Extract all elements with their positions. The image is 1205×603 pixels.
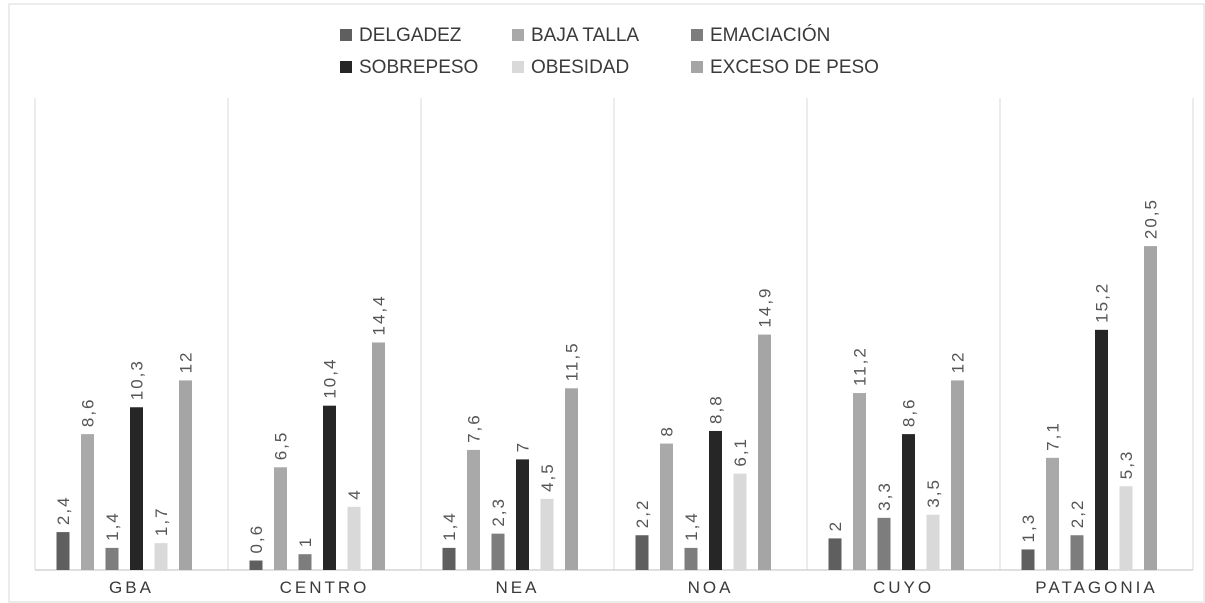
category-label-nea: NEA bbox=[496, 578, 540, 597]
data-label: 10,4 bbox=[321, 358, 340, 399]
category-label-centro: CENTRO bbox=[280, 578, 370, 597]
legend-label-sobrepeso: SOBREPESO bbox=[359, 57, 478, 78]
data-label: 5,3 bbox=[1117, 450, 1136, 480]
data-label: 20,5 bbox=[1142, 198, 1161, 239]
data-label: 8,8 bbox=[707, 394, 726, 424]
data-label: 12 bbox=[949, 350, 968, 373]
legend-swatch-delgadez bbox=[340, 29, 352, 41]
data-label: 12 bbox=[177, 350, 196, 373]
bar-sobrepeso-centro bbox=[323, 405, 336, 570]
bar-emaciaci-n-cuyo bbox=[877, 517, 891, 570]
data-label: 0,6 bbox=[247, 524, 266, 554]
bar-baja-talla-nea bbox=[467, 449, 480, 570]
category-axis: GBA CENTRO NEA NOA CUYO PATAGONIA bbox=[109, 578, 1157, 597]
data-label: 2,4 bbox=[54, 495, 73, 525]
data-label: 2 bbox=[826, 520, 845, 531]
data-label: 1,4 bbox=[682, 511, 701, 541]
data-label: 8,6 bbox=[79, 397, 98, 427]
bar-exceso-de-peso-centro bbox=[372, 342, 385, 570]
bar-delgadez-patagonia bbox=[1021, 549, 1035, 570]
legend-swatch-obesidad bbox=[512, 61, 524, 73]
bar-obesidad-noa bbox=[733, 473, 747, 570]
data-label: 6,5 bbox=[272, 431, 291, 461]
data-label: 1,3 bbox=[1019, 513, 1038, 543]
data-label: 4,5 bbox=[538, 462, 557, 492]
bar-emaciaci-n-patagonia bbox=[1070, 535, 1084, 570]
data-label: 2,3 bbox=[489, 497, 508, 527]
legend-swatch-baja-talla bbox=[512, 29, 524, 41]
data-label: 11,5 bbox=[563, 341, 582, 381]
legend-swatch-emaciaci-n bbox=[691, 29, 703, 41]
data-label: 1,4 bbox=[103, 511, 122, 541]
data-label: 7,6 bbox=[465, 413, 484, 443]
data-label: 2,2 bbox=[633, 499, 652, 529]
legend-label-emaciaci-n: EMACIACIÓN bbox=[710, 24, 830, 46]
data-label: 1 bbox=[296, 536, 315, 547]
data-label: 14,4 bbox=[370, 294, 389, 335]
bar-delgadez-nea bbox=[442, 547, 456, 570]
legend-label-delgadez: DELGADEZ bbox=[359, 25, 462, 46]
bar-baja-talla-noa bbox=[660, 443, 673, 570]
data-label: 2,2 bbox=[1068, 499, 1087, 529]
category-label-cuyo: CUYO bbox=[873, 578, 934, 597]
bar-baja-talla-patagonia bbox=[1046, 457, 1059, 570]
bar-obesidad-gba bbox=[154, 543, 168, 570]
data-label: 3,5 bbox=[924, 478, 943, 508]
bar-exceso-de-peso-nea bbox=[565, 388, 578, 570]
category-label-patagonia: PATAGONIA bbox=[1035, 578, 1157, 597]
bar-obesidad-nea bbox=[540, 498, 554, 570]
data-label: 1,4 bbox=[440, 511, 459, 541]
bar-exceso-de-peso-cuyo bbox=[951, 380, 964, 570]
data-label: 8 bbox=[658, 425, 677, 436]
bar-sobrepeso-nea bbox=[516, 459, 529, 570]
data-label: 6,1 bbox=[731, 437, 750, 467]
data-label: 7,1 bbox=[1044, 421, 1063, 451]
category-label-gba: GBA bbox=[109, 578, 154, 597]
bar-sobrepeso-gba bbox=[130, 407, 143, 570]
bar-sobrepeso-cuyo bbox=[902, 434, 915, 570]
bar-obesidad-patagonia bbox=[1119, 486, 1133, 570]
data-label: 4 bbox=[345, 488, 364, 499]
bar-obesidad-cuyo bbox=[926, 514, 940, 570]
legend-swatch-exceso-de-peso bbox=[691, 61, 703, 73]
bar-baja-talla-centro bbox=[274, 467, 287, 570]
bar-emaciaci-n-centro bbox=[298, 554, 312, 570]
bar-emaciaci-n-nea bbox=[491, 533, 505, 570]
bar-sobrepeso-patagonia bbox=[1095, 329, 1108, 570]
data-label: 11,2 bbox=[851, 346, 870, 386]
legend: DELGADEZ BAJA TALLA EMACIACIÓN SOBREPESO OBE… bbox=[340, 24, 879, 78]
bar-emaciaci-n-gba bbox=[105, 547, 119, 570]
bar-obesidad-centro bbox=[347, 506, 361, 570]
data-label: 10,3 bbox=[128, 359, 147, 400]
bar-baja-talla-cuyo bbox=[853, 393, 866, 570]
legend-label-baja-talla: BAJA TALLA bbox=[531, 25, 639, 46]
gridlines bbox=[34, 98, 1194, 571]
chart-frame bbox=[8, 3, 1205, 603]
bar-exceso-de-peso-gba bbox=[179, 380, 192, 570]
bar-delgadez-noa bbox=[635, 535, 649, 570]
legend-label-exceso-de-peso: EXCESO DE PESO bbox=[710, 57, 879, 78]
data-labels: 2,4 8,6 1,4 10,3 1,7 12 0,6 6,5 1 10,4 4 14,4 1,4 7,6… bbox=[54, 198, 1161, 554]
bar-delgadez-gba bbox=[56, 532, 70, 570]
data-label: 15,2 bbox=[1093, 282, 1112, 323]
data-label: 3,3 bbox=[875, 481, 894, 511]
legend-swatch-sobrepeso bbox=[340, 61, 352, 73]
data-label: 8,6 bbox=[900, 397, 919, 427]
bar-delgadez-centro bbox=[249, 560, 263, 570]
bar-sobrepeso-noa bbox=[709, 430, 722, 570]
bar-baja-talla-gba bbox=[81, 434, 94, 570]
bar-exceso-de-peso-noa bbox=[758, 334, 771, 570]
data-label: 14,9 bbox=[756, 286, 775, 327]
bar-exceso-de-peso-patagonia bbox=[1144, 246, 1157, 570]
bar-emaciaci-n-noa bbox=[684, 547, 698, 570]
legend-label-obesidad: OBESIDAD bbox=[531, 57, 629, 78]
bar-delgadez-cuyo bbox=[828, 538, 842, 570]
category-label-noa: NOA bbox=[688, 578, 734, 597]
data-label: 1,7 bbox=[152, 506, 171, 536]
bars bbox=[56, 246, 1157, 570]
data-label: 7 bbox=[514, 441, 533, 452]
